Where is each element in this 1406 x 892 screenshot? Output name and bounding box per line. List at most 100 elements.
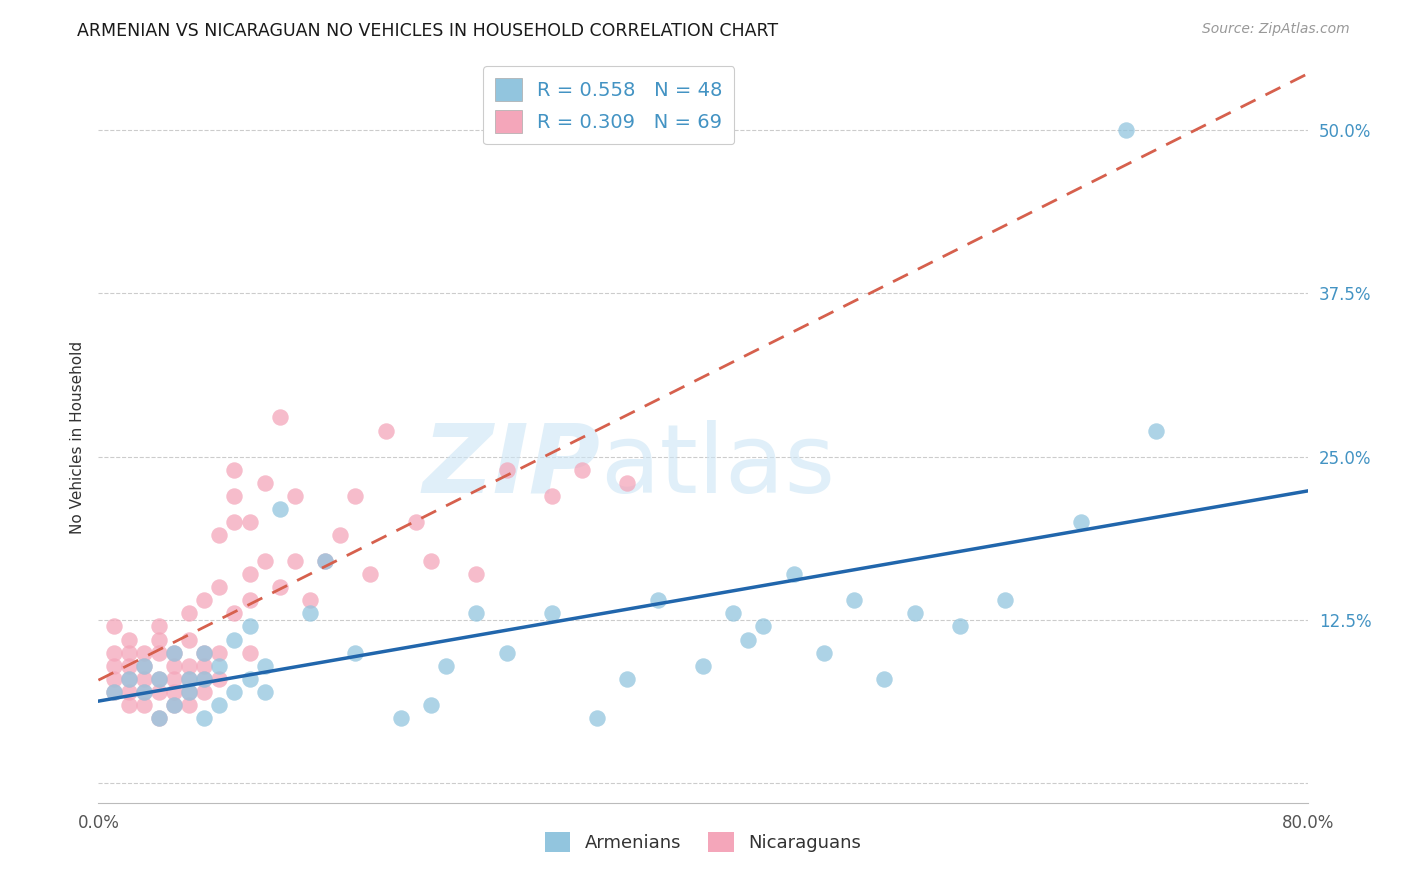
Point bbox=[253, 475, 276, 490]
Point bbox=[103, 685, 125, 699]
Point bbox=[208, 528, 231, 542]
Point bbox=[148, 711, 170, 725]
Point bbox=[737, 632, 759, 647]
Point bbox=[132, 685, 155, 699]
Point bbox=[118, 685, 141, 699]
Point bbox=[314, 554, 336, 568]
Point bbox=[269, 502, 291, 516]
Point bbox=[208, 698, 231, 712]
Point bbox=[179, 672, 201, 686]
Point bbox=[132, 658, 155, 673]
Text: Source: ZipAtlas.com: Source: ZipAtlas.com bbox=[1202, 22, 1350, 37]
Point bbox=[224, 489, 246, 503]
Point bbox=[813, 646, 835, 660]
Point bbox=[284, 554, 307, 568]
Point bbox=[284, 489, 307, 503]
Point bbox=[239, 515, 262, 529]
Point bbox=[329, 528, 352, 542]
Point bbox=[118, 672, 141, 686]
Point bbox=[118, 672, 141, 686]
Point bbox=[239, 567, 262, 582]
Point bbox=[193, 646, 215, 660]
Point bbox=[299, 593, 322, 607]
Point bbox=[434, 658, 457, 673]
Point bbox=[103, 658, 125, 673]
Point bbox=[269, 580, 291, 594]
Point bbox=[179, 698, 201, 712]
Point bbox=[239, 593, 262, 607]
Point bbox=[692, 658, 714, 673]
Point bbox=[586, 711, 609, 725]
Point bbox=[994, 593, 1017, 607]
Point bbox=[193, 711, 215, 725]
Point bbox=[616, 672, 638, 686]
Point bbox=[420, 554, 443, 568]
Point bbox=[1144, 424, 1167, 438]
Point bbox=[163, 698, 186, 712]
Point bbox=[103, 672, 125, 686]
Point bbox=[163, 646, 186, 660]
Point bbox=[873, 672, 896, 686]
Point bbox=[148, 672, 170, 686]
Point bbox=[163, 646, 186, 660]
Point bbox=[1115, 123, 1137, 137]
Point bbox=[208, 658, 231, 673]
Point bbox=[299, 607, 322, 621]
Point bbox=[163, 672, 186, 686]
Point bbox=[465, 567, 488, 582]
Point bbox=[132, 646, 155, 660]
Point bbox=[148, 711, 170, 725]
Point bbox=[179, 607, 201, 621]
Point bbox=[148, 646, 170, 660]
Text: ARMENIAN VS NICARAGUAN NO VEHICLES IN HOUSEHOLD CORRELATION CHART: ARMENIAN VS NICARAGUAN NO VEHICLES IN HO… bbox=[77, 22, 779, 40]
Point bbox=[163, 658, 186, 673]
Point bbox=[193, 672, 215, 686]
Point bbox=[132, 672, 155, 686]
Point bbox=[193, 658, 215, 673]
Point bbox=[540, 607, 562, 621]
Point bbox=[163, 698, 186, 712]
Point bbox=[208, 672, 231, 686]
Point bbox=[148, 619, 170, 633]
Point bbox=[224, 685, 246, 699]
Point bbox=[420, 698, 443, 712]
Point bbox=[360, 567, 382, 582]
Point bbox=[495, 646, 517, 660]
Point bbox=[179, 632, 201, 647]
Point bbox=[374, 424, 396, 438]
Point bbox=[179, 685, 201, 699]
Point bbox=[179, 685, 201, 699]
Point bbox=[571, 463, 593, 477]
Point bbox=[844, 593, 866, 607]
Point bbox=[344, 489, 367, 503]
Point bbox=[904, 607, 927, 621]
Point bbox=[723, 607, 745, 621]
Point bbox=[179, 658, 201, 673]
Point bbox=[253, 685, 276, 699]
Point bbox=[783, 567, 806, 582]
Legend: Armenians, Nicaraguans: Armenians, Nicaraguans bbox=[538, 824, 868, 860]
Point bbox=[208, 646, 231, 660]
Point bbox=[616, 475, 638, 490]
Point bbox=[540, 489, 562, 503]
Point bbox=[389, 711, 412, 725]
Point bbox=[314, 554, 336, 568]
Point bbox=[253, 554, 276, 568]
Point bbox=[132, 685, 155, 699]
Point bbox=[208, 580, 231, 594]
Point bbox=[752, 619, 775, 633]
Point bbox=[405, 515, 427, 529]
Point bbox=[193, 593, 215, 607]
Point bbox=[118, 646, 141, 660]
Point bbox=[118, 632, 141, 647]
Point bbox=[224, 632, 246, 647]
Point bbox=[1070, 515, 1092, 529]
Point bbox=[193, 646, 215, 660]
Point bbox=[132, 658, 155, 673]
Point bbox=[193, 685, 215, 699]
Point bbox=[132, 698, 155, 712]
Point bbox=[949, 619, 972, 633]
Point bbox=[344, 646, 367, 660]
Point bbox=[495, 463, 517, 477]
Point bbox=[269, 410, 291, 425]
